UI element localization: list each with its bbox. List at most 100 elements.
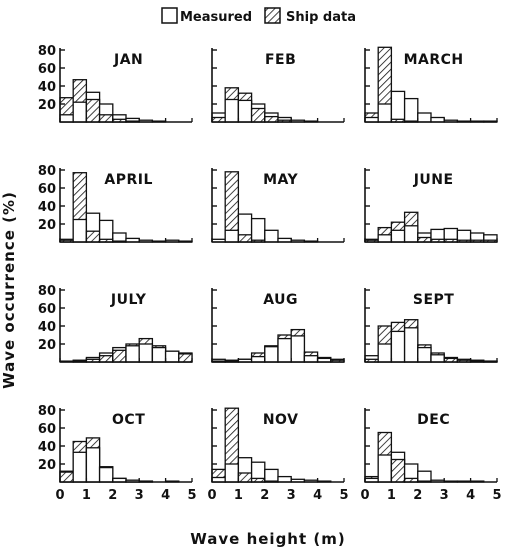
bar-measured-march-2 — [390, 90, 406, 123]
bar-measured-aug-5 — [277, 337, 292, 363]
y-tick-label-april-80: 80 — [38, 164, 56, 179]
panel-sept: SEPT — [364, 288, 498, 363]
panel-dec: 0 1 2 3 4 5 DEC — [360, 408, 502, 503]
bar-measured-june-2 — [390, 229, 406, 243]
bar-measured-sept-4 — [417, 346, 432, 363]
x-axis-title: Wave height (m) — [190, 530, 345, 548]
bar-ship-dec-2 — [390, 458, 406, 483]
bar-measured-feb-2 — [237, 99, 253, 123]
month-label-may: MAY — [263, 172, 298, 188]
month-label-nov: NOV — [263, 412, 299, 428]
y-tick-label-oct-40: 40 — [38, 440, 56, 455]
bar-measured-aug-4 — [264, 346, 279, 363]
x-tick-label-dec-4: 4 — [466, 488, 475, 503]
panel-nov: 0 1 2 3 4 5 NOV — [207, 407, 349, 503]
bar-measured-nov-4 — [264, 468, 279, 483]
bar-ship-july-9 — [178, 353, 193, 363]
bar-measured-march-1 — [377, 103, 393, 123]
panel-feb: FEB — [211, 48, 345, 123]
bar-ship-nov-2 — [237, 472, 253, 483]
month-label-july: JULY — [110, 292, 147, 308]
month-label-jan: JAN — [113, 52, 143, 68]
legend-measured-label: Measured — [180, 10, 252, 25]
bar-ship-feb-3 — [250, 107, 266, 123]
bar-measured-may-1 — [224, 229, 240, 243]
panel-jan: 20 40 60 80 JAN — [38, 44, 193, 123]
x-tick-label-oct-2: 2 — [108, 488, 117, 503]
y-axis-title: Wave occurrence (%) — [0, 191, 18, 389]
y-tick-label-july-60: 60 — [38, 302, 56, 317]
panel-july: 20 40 60 80 JULY — [38, 284, 193, 363]
bar-measured-sept-2 — [390, 330, 406, 363]
x-tick-label-nov-0: 0 — [207, 488, 216, 503]
bar-measured-july-8 — [164, 350, 180, 363]
y-tick-label-jan-20: 20 — [38, 98, 56, 113]
bar-measured-april-1 — [72, 218, 88, 243]
month-label-feb: FEB — [265, 52, 296, 68]
month-label-dec: DEC — [417, 412, 450, 428]
bar-measured-july-6 — [138, 343, 154, 363]
bar-measured-jan-0 — [59, 114, 74, 123]
bar-measured-sept-3 — [403, 327, 419, 363]
bar-measured-may-3 — [250, 217, 266, 243]
y-tick-label-april-20: 20 — [38, 218, 56, 233]
x-tick-label-oct-5: 5 — [187, 488, 196, 503]
bar-measured-dec-1 — [377, 454, 393, 483]
x-tick-label-nov-2: 2 — [260, 488, 269, 503]
bar-measured-nov-5 — [277, 475, 292, 483]
x-tick-label-oct-0: 0 — [55, 488, 64, 503]
y-tick-label-july-80: 80 — [38, 284, 56, 299]
bar-measured-aug-3 — [250, 355, 266, 363]
y-tick-label-oct-60: 60 — [38, 422, 56, 437]
panel-may: MAY — [211, 168, 345, 243]
panel-april: 20 40 60 80 APRIL — [38, 164, 193, 243]
x-tick-label-nov-3: 3 — [287, 488, 296, 503]
bar-measured-june-1 — [377, 234, 393, 243]
bar-ship-may-2 — [237, 234, 253, 243]
bar-measured-sept-5 — [430, 354, 445, 363]
x-tick-label-nov-1: 1 — [234, 488, 243, 503]
bar-measured-jan-1 — [72, 101, 88, 123]
bar-ship-jan-2 — [85, 98, 101, 123]
bar-ship-april-2 — [85, 230, 101, 243]
x-tick-label-oct-1: 1 — [82, 488, 91, 503]
x-tick-label-dec-0: 0 — [360, 488, 369, 503]
legend: Measured Ship data — [161, 7, 356, 25]
bar-measured-may-4 — [264, 229, 279, 243]
y-tick-label-april-40: 40 — [38, 200, 56, 215]
bar-measured-july-7 — [151, 346, 167, 363]
bar-measured-sept-1 — [377, 343, 393, 363]
legend-measured-swatch — [161, 7, 178, 24]
month-label-sept: SEPT — [413, 292, 454, 308]
bar-measured-nov-1 — [224, 463, 240, 483]
x-tick-label-dec-1: 1 — [387, 488, 396, 503]
y-tick-label-july-40: 40 — [38, 320, 56, 335]
y-tick-label-july-20: 20 — [38, 338, 56, 353]
bar-measured-june-3 — [403, 225, 419, 243]
x-tick-label-nov-5: 5 — [339, 488, 348, 503]
bar-ship-jan-3 — [98, 114, 114, 123]
legend-ship-swatch — [264, 7, 281, 24]
x-tick-label-dec-3: 3 — [440, 488, 449, 503]
bar-measured-march-4 — [417, 112, 432, 123]
panel-aug: AUG — [211, 288, 345, 363]
month-label-march: MARCH — [404, 52, 464, 68]
month-label-aug: AUG — [263, 292, 298, 308]
month-label-oct: OCT — [112, 412, 145, 428]
bar-measured-oct-1 — [72, 451, 88, 483]
panel-march: MARCH — [364, 46, 498, 123]
bar-measured-dec-4 — [417, 470, 432, 483]
bar-measured-aug-7 — [303, 355, 319, 363]
y-tick-label-jan-60: 60 — [38, 62, 56, 77]
bar-ship-july-4 — [112, 349, 127, 363]
legend-ship-label: Ship data — [286, 10, 356, 25]
bar-measured-aug-6 — [290, 335, 306, 363]
bar-ship-oct-0 — [59, 471, 74, 483]
bar-measured-july-5 — [125, 345, 140, 363]
bar-measured-march-3 — [403, 97, 419, 123]
x-tick-label-nov-4: 4 — [313, 488, 322, 503]
y-tick-label-oct-80: 80 — [38, 404, 56, 419]
bar-ship-feb-4 — [264, 115, 279, 123]
x-tick-label-dec-2: 2 — [413, 488, 422, 503]
